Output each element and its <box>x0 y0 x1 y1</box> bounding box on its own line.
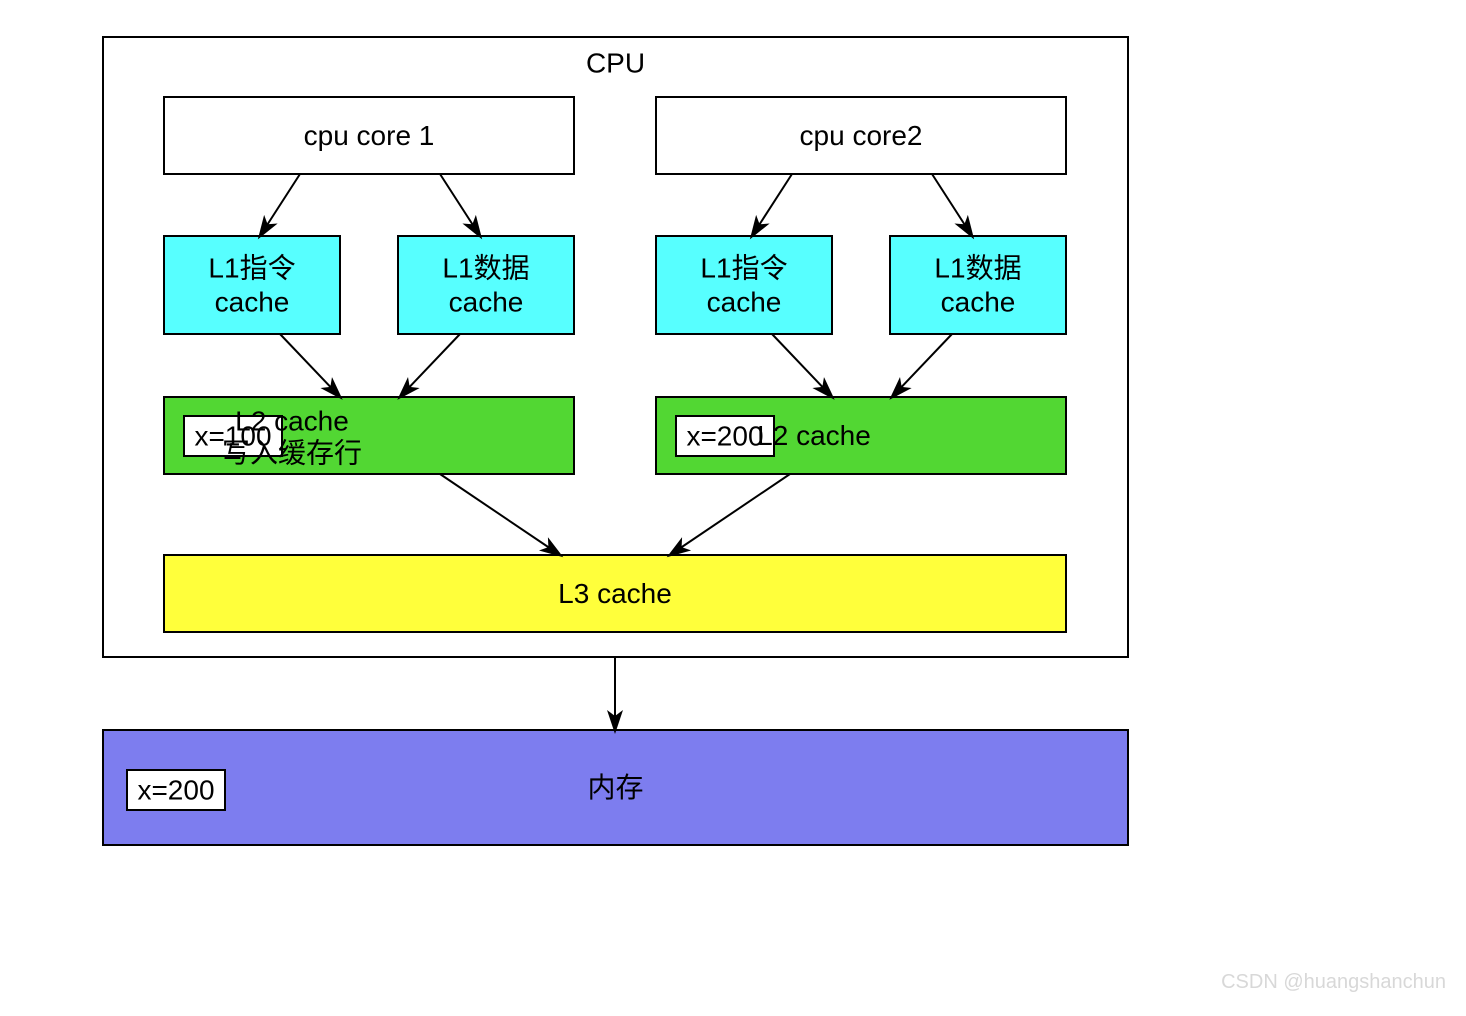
cpu-title: CPU <box>586 47 645 78</box>
l1-cache-2-2 <box>890 236 1066 334</box>
l2-label1-2: L2 cache <box>757 420 871 451</box>
l1-cache-1-1 <box>164 236 340 334</box>
watermark: CSDN @huangshanchun <box>1221 971 1446 993</box>
l1-cache-1-2 <box>398 236 574 334</box>
l2-label2-1: 写入缓存行 <box>222 437 362 468</box>
l1-cache-2-1 <box>656 236 832 334</box>
l1-cache-2-2-line2: cache <box>941 286 1016 317</box>
l1-cache-1-2-line2: cache <box>449 286 524 317</box>
memory-label: 内存 <box>587 772 643 803</box>
l1-cache-1-1-line1: L1指令 <box>208 252 295 283</box>
cpu-cache-diagram: CPUcpu core 1L1指令cacheL1数据cachex=100L2 c… <box>0 0 1466 1016</box>
l1-cache-2-1-line1: L1指令 <box>700 252 787 283</box>
l1-cache-1-2-line1: L1数据 <box>442 252 529 283</box>
l2-value-2: x=200 <box>686 420 763 451</box>
cpu-core-1-label: cpu core 1 <box>304 120 435 151</box>
memory-value: x=200 <box>137 774 214 805</box>
l1-cache-2-1-line2: cache <box>707 286 782 317</box>
cpu-core-2-label: cpu core2 <box>800 120 923 151</box>
l1-cache-2-2-line1: L1数据 <box>934 252 1021 283</box>
l1-cache-1-1-line2: cache <box>215 286 290 317</box>
l2-label1-1: L2 cache <box>235 405 349 436</box>
l3-cache-label: L3 cache <box>558 578 672 609</box>
